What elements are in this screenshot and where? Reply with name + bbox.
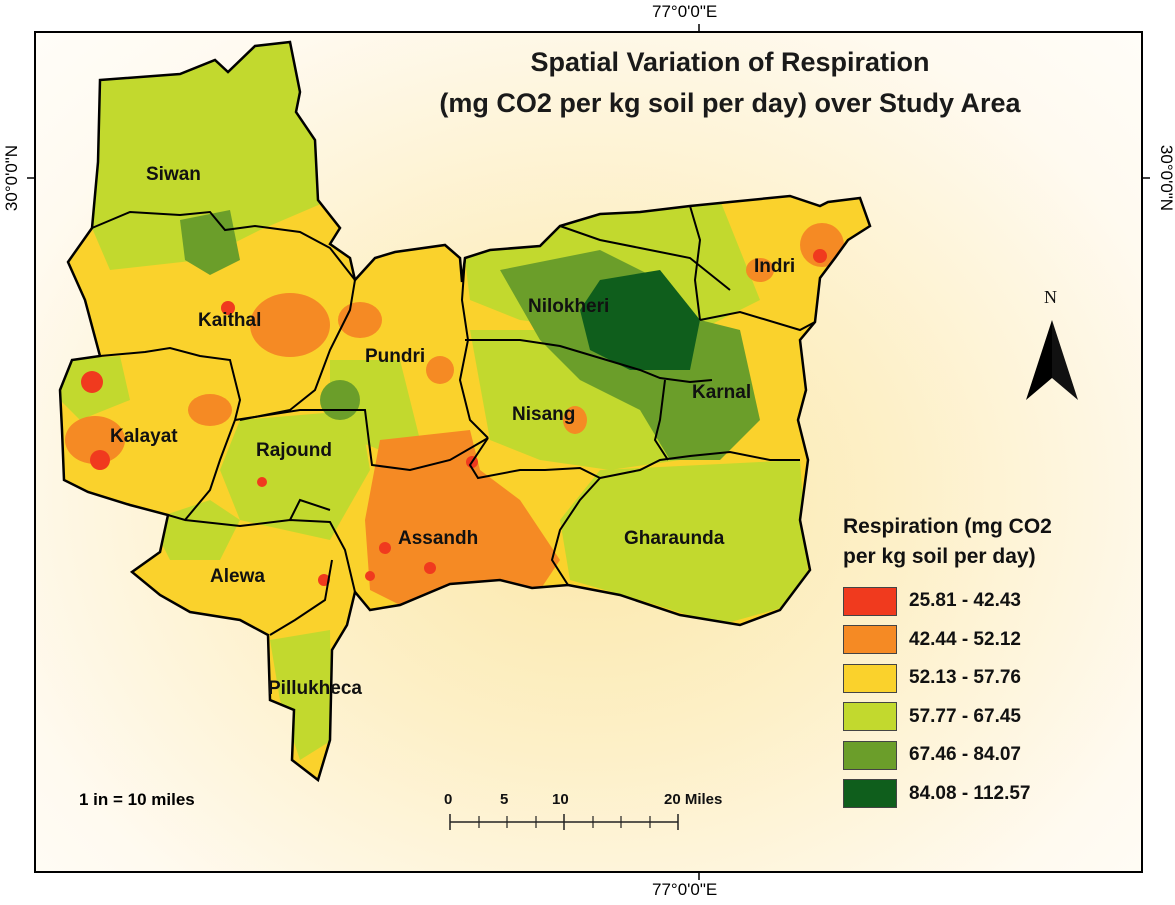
- legend-swatch: [843, 625, 897, 655]
- legend-swatch: [843, 779, 897, 809]
- map-title-line-1: Spatial Variation of Respiration: [530, 47, 930, 77]
- legend-label: 57.77 - 67.45: [909, 705, 1021, 727]
- legend-swatch: [843, 702, 897, 732]
- legend-item: 57.77 - 67.45: [843, 698, 1052, 737]
- district-labels: Siwan Kaithal Pundri Nilokheri Indri Kal…: [110, 164, 795, 699]
- district-label-kalayat: Kalayat: [110, 426, 178, 447]
- legend-swatch: [843, 740, 897, 770]
- legend-label: 42.44 - 52.12: [909, 628, 1021, 650]
- map-title-line-2: (mg CO2 per kg soil per day) over Study …: [439, 88, 1021, 118]
- legend-title-line-1: Respiration (mg CO2: [843, 515, 1052, 538]
- district-label-karnal: Karnal: [692, 382, 751, 403]
- scale-bar-label-0: 0: [444, 791, 452, 808]
- legend-label: 52.13 - 57.76: [909, 667, 1021, 689]
- north-arrow-right-half: [1052, 320, 1078, 400]
- district-label-alewa: Alewa: [210, 566, 265, 587]
- district-label-assandh: Assandh: [398, 528, 478, 549]
- district-label-nilokheri: Nilokheri: [528, 296, 609, 317]
- district-label-pundri: Pundri: [365, 346, 425, 367]
- scale-bar-label-10: 10: [552, 791, 569, 808]
- legend-swatch: [843, 586, 897, 616]
- legend-item: 52.13 - 57.76: [843, 659, 1052, 698]
- scale-ratio-text: 1 in = 10 miles: [79, 790, 195, 809]
- north-arrow-left-half: [1026, 320, 1052, 400]
- north-arrow-label: N: [1044, 287, 1057, 307]
- district-label-gharaunda: Gharaunda: [624, 528, 725, 549]
- scale-bar-label-20: 20 Miles: [664, 791, 722, 808]
- district-label-nisang: Nisang: [512, 404, 575, 425]
- district-label-siwan: Siwan: [146, 164, 201, 185]
- legend-label: 25.81 - 42.43: [909, 590, 1021, 612]
- top-longitude-label: 77°0'0"E: [652, 2, 718, 21]
- legend-label: 67.46 - 84.07: [909, 744, 1021, 766]
- scale-bar-label-5: 5: [500, 791, 508, 808]
- district-label-pillukheca: Pillukheca: [268, 678, 362, 699]
- legend-swatch: [843, 663, 897, 693]
- district-label-indri: Indri: [754, 256, 795, 277]
- legend: Respiration (mg CO2 per kg soil per day)…: [843, 512, 1052, 813]
- scale-bar: 0 5 10 20 Miles: [444, 791, 722, 830]
- legend-title-line-2: per kg soil per day): [843, 545, 1036, 568]
- legend-item: 67.46 - 84.07: [843, 736, 1052, 775]
- legend-label: 84.08 - 112.57: [909, 782, 1031, 804]
- bottom-longitude-label: 77°0'0"E: [652, 880, 718, 899]
- legend-item: 25.81 - 42.43: [843, 582, 1052, 621]
- north-arrow: N: [1026, 287, 1078, 400]
- legend-title: Respiration (mg CO2 per kg soil per day): [843, 512, 1052, 572]
- district-label-rajound: Rajound: [256, 440, 332, 461]
- district-boundaries: [58, 40, 872, 783]
- legend-item: 84.08 - 112.57: [843, 775, 1052, 814]
- legend-item: 42.44 - 52.12: [843, 621, 1052, 660]
- district-label-kaithal: Kaithal: [198, 310, 261, 331]
